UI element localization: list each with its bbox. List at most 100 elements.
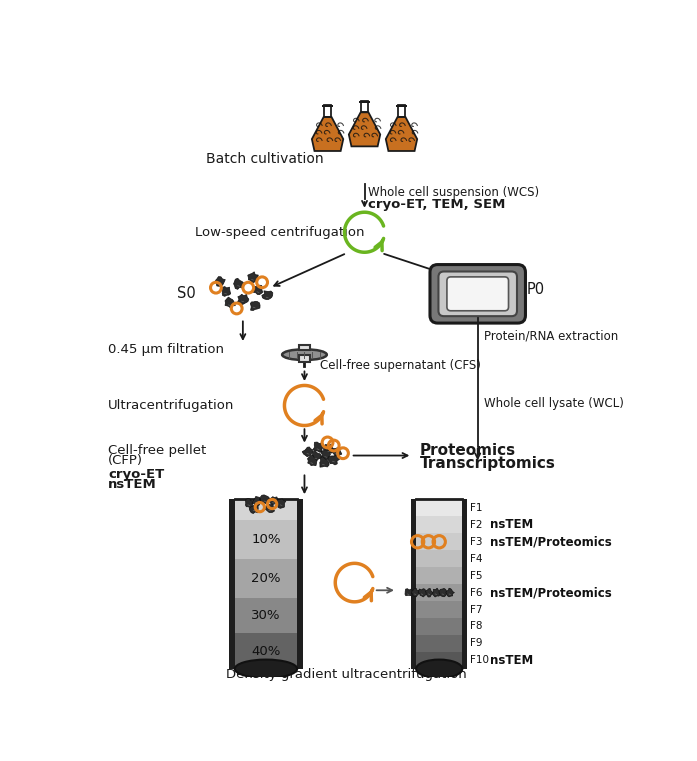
Text: nsTEM/Proteomics: nsTEM/Proteomics bbox=[490, 586, 612, 599]
Text: Low-speed centrifugation: Low-speed centrifugation bbox=[195, 226, 365, 239]
Polygon shape bbox=[328, 455, 339, 465]
Polygon shape bbox=[245, 498, 252, 508]
Text: F9: F9 bbox=[470, 638, 482, 648]
Bar bbox=[235, 559, 297, 597]
FancyBboxPatch shape bbox=[430, 265, 526, 323]
Polygon shape bbox=[331, 447, 342, 457]
Ellipse shape bbox=[416, 660, 462, 678]
Bar bbox=[416, 635, 462, 652]
Polygon shape bbox=[261, 495, 270, 504]
Text: F3: F3 bbox=[470, 537, 482, 546]
Polygon shape bbox=[439, 588, 447, 597]
Text: Ultracentrifugation: Ultracentrifugation bbox=[108, 399, 234, 412]
Bar bbox=[416, 533, 462, 550]
Polygon shape bbox=[250, 504, 258, 514]
Polygon shape bbox=[433, 588, 441, 597]
Text: S0: S0 bbox=[178, 286, 196, 301]
Bar bbox=[229, 499, 235, 669]
Text: F7: F7 bbox=[470, 604, 482, 615]
Text: 40%: 40% bbox=[252, 645, 281, 658]
Polygon shape bbox=[320, 457, 329, 467]
Text: nsTEM/Proteomics: nsTEM/Proteomics bbox=[490, 535, 612, 548]
Polygon shape bbox=[247, 272, 259, 283]
Text: F4: F4 bbox=[470, 554, 482, 564]
Polygon shape bbox=[313, 442, 324, 452]
Text: F1: F1 bbox=[470, 503, 482, 513]
Polygon shape bbox=[312, 117, 344, 151]
Bar bbox=[299, 355, 310, 362]
Text: Protein/RNA extraction: Protein/RNA extraction bbox=[484, 330, 618, 342]
Bar bbox=[416, 550, 462, 567]
Bar bbox=[322, 105, 332, 107]
Bar bbox=[416, 567, 462, 584]
Polygon shape bbox=[225, 297, 236, 309]
Polygon shape bbox=[252, 496, 262, 506]
Polygon shape bbox=[323, 444, 333, 454]
Polygon shape bbox=[425, 588, 433, 597]
Text: Cell-free supernatant (CFS): Cell-free supernatant (CFS) bbox=[320, 359, 481, 372]
Polygon shape bbox=[254, 285, 263, 295]
Polygon shape bbox=[238, 295, 249, 305]
Bar bbox=[411, 499, 416, 669]
Text: Proteomics: Proteomics bbox=[420, 444, 516, 458]
Polygon shape bbox=[269, 497, 277, 505]
FancyBboxPatch shape bbox=[447, 277, 509, 310]
Polygon shape bbox=[250, 301, 260, 310]
Ellipse shape bbox=[235, 660, 297, 678]
Polygon shape bbox=[446, 588, 454, 597]
Text: F8: F8 bbox=[470, 622, 482, 632]
Polygon shape bbox=[405, 589, 413, 596]
Bar bbox=[416, 601, 462, 618]
Polygon shape bbox=[385, 117, 418, 151]
Text: Whole cell lysate (WCL): Whole cell lysate (WCL) bbox=[484, 396, 624, 409]
Polygon shape bbox=[348, 113, 381, 146]
Bar bbox=[235, 499, 297, 520]
Text: F10: F10 bbox=[470, 655, 489, 665]
Polygon shape bbox=[215, 277, 225, 286]
Polygon shape bbox=[276, 499, 286, 508]
Polygon shape bbox=[262, 291, 273, 300]
Text: cryo-ET: cryo-ET bbox=[108, 467, 164, 480]
Bar bbox=[416, 499, 462, 517]
Polygon shape bbox=[411, 588, 420, 597]
Bar bbox=[416, 618, 462, 635]
Polygon shape bbox=[222, 287, 231, 296]
Polygon shape bbox=[233, 279, 244, 289]
Bar bbox=[297, 499, 302, 669]
Text: Density gradient ultracentrifugation: Density gradient ultracentrifugation bbox=[227, 667, 467, 680]
Bar bbox=[359, 100, 370, 103]
Bar bbox=[416, 584, 462, 601]
Text: Batch cultivation: Batch cultivation bbox=[206, 152, 323, 166]
Text: Whole cell suspension (WCS): Whole cell suspension (WCS) bbox=[367, 186, 539, 199]
Bar bbox=[397, 105, 407, 107]
Text: 10%: 10% bbox=[251, 533, 281, 546]
Text: Cell-free pellet: Cell-free pellet bbox=[108, 444, 206, 457]
Text: F6: F6 bbox=[470, 587, 482, 597]
Bar bbox=[416, 517, 462, 533]
Text: 0.45 µm filtration: 0.45 µm filtration bbox=[108, 342, 224, 356]
Text: nsTEM: nsTEM bbox=[490, 654, 533, 667]
Text: nsTEM: nsTEM bbox=[490, 518, 533, 531]
Text: P0: P0 bbox=[526, 282, 544, 298]
Bar bbox=[235, 520, 297, 559]
Polygon shape bbox=[321, 450, 330, 460]
Polygon shape bbox=[302, 447, 312, 457]
Polygon shape bbox=[265, 504, 275, 512]
Bar bbox=[416, 652, 462, 669]
Text: cryo-ET, TEM, SEM: cryo-ET, TEM, SEM bbox=[367, 198, 505, 211]
Polygon shape bbox=[307, 455, 317, 466]
FancyBboxPatch shape bbox=[438, 272, 517, 316]
Bar bbox=[235, 597, 297, 633]
Text: 30%: 30% bbox=[251, 609, 281, 622]
Text: 20%: 20% bbox=[251, 572, 281, 584]
Ellipse shape bbox=[282, 349, 327, 360]
Text: Transcriptomics: Transcriptomics bbox=[420, 456, 556, 471]
Text: F2: F2 bbox=[470, 520, 482, 530]
Polygon shape bbox=[311, 451, 321, 460]
Bar bbox=[235, 633, 297, 669]
Text: nsTEM: nsTEM bbox=[108, 477, 157, 491]
Text: (CFP): (CFP) bbox=[108, 454, 143, 467]
Bar bbox=[299, 345, 310, 350]
Bar bbox=[462, 499, 467, 669]
Polygon shape bbox=[418, 589, 427, 597]
